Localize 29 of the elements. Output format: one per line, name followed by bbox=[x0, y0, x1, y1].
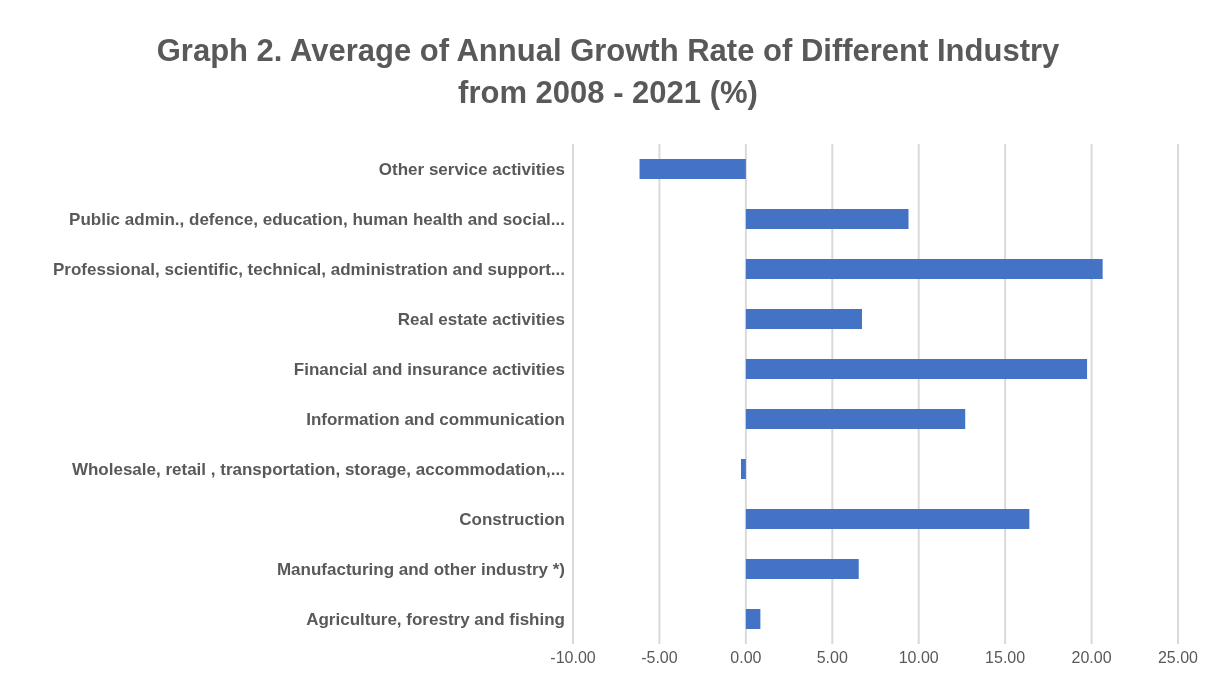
bar bbox=[745, 408, 966, 429]
bar bbox=[745, 358, 1088, 379]
x-tick-label: 20.00 bbox=[1071, 649, 1112, 667]
bar bbox=[745, 208, 909, 229]
bar bbox=[745, 608, 761, 629]
y-tick-label: Other service activities bbox=[378, 159, 565, 179]
y-tick-label: Real estate activities bbox=[397, 309, 565, 329]
y-tick-label: Agriculture, forestry and fishing bbox=[306, 609, 565, 629]
chart-title: Graph 2. Average of Annual Growth Rate of Different Industry from 2008 - 2021 (%) bbox=[155, 32, 1061, 112]
x-tick-label: 25.00 bbox=[1157, 649, 1199, 667]
bar bbox=[745, 508, 1030, 529]
x-tick-label: -5.00 bbox=[641, 649, 678, 667]
y-tick-label: Public admin., defence, education, human health and social... bbox=[69, 209, 565, 229]
bar bbox=[745, 558, 859, 579]
y-tick-label: Construction bbox=[459, 509, 565, 529]
x-tick-label: 15.00 bbox=[985, 649, 1026, 667]
x-tick-label: 5.00 bbox=[816, 649, 848, 667]
bar bbox=[639, 158, 746, 179]
y-tick-label: Financial and insurance activities bbox=[293, 359, 565, 379]
x-tick-label: -10.00 bbox=[550, 649, 596, 667]
bar bbox=[741, 458, 746, 479]
bar bbox=[745, 258, 1103, 279]
y-tick-label: Manufacturing and other industry *) bbox=[276, 559, 565, 579]
bar bbox=[745, 308, 863, 329]
x-tick-label: 0.00 bbox=[730, 649, 762, 667]
y-tick-label: Wholesale, retail , transportation, storage, accommodation,... bbox=[71, 459, 565, 479]
x-tick-label: 10.00 bbox=[898, 649, 939, 667]
y-tick-label: Professional, scientific, technical, administration and support... bbox=[53, 259, 565, 279]
y-tick-label: Information and communication bbox=[306, 409, 565, 429]
